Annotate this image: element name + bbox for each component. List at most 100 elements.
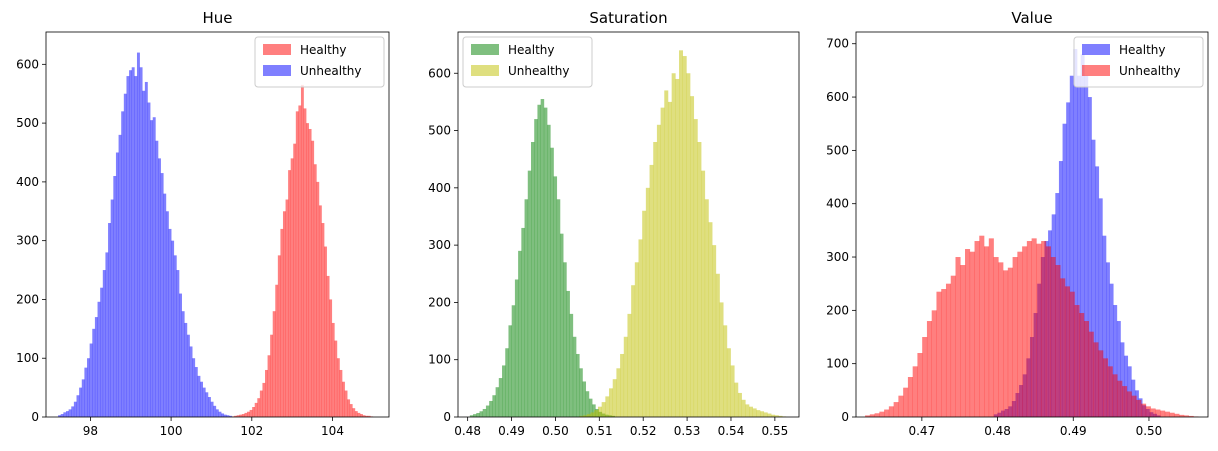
hue-unhealthy-bar	[100, 287, 104, 417]
value-unhealthy-bar	[1098, 350, 1104, 417]
saturation-healthy-bar	[592, 404, 596, 417]
value-y-tick-label: 700	[826, 37, 849, 51]
hue-unhealthy-bar	[147, 102, 151, 417]
hue-unhealthy-bar	[123, 93, 127, 417]
value-unhealthy-bar	[1007, 267, 1013, 417]
value-unhealthy-bar	[998, 262, 1004, 417]
saturation-y-tick-label: 200	[428, 295, 451, 309]
value-unhealthy-bar	[1031, 238, 1037, 417]
hue-y-tick-label: 100	[16, 351, 39, 365]
saturation-unhealthy-bar	[605, 396, 610, 418]
saturation-healthy-bar	[521, 227, 525, 417]
hue-unhealthy-bar	[118, 134, 122, 418]
hue-unhealthy-bar	[165, 211, 169, 417]
saturation-unhealthy-bar	[730, 365, 735, 417]
hue-healthy-bar	[347, 399, 351, 417]
saturation-healthy-bar	[585, 391, 590, 417]
saturation-legend: Healthy Unhealthy	[462, 36, 593, 88]
saturation-y-tick-label: 500	[428, 124, 451, 138]
value-unhealthy-bar	[950, 275, 956, 417]
hue-y-tick-label: 300	[16, 234, 39, 248]
hue-x-tick-label: 100	[160, 424, 183, 438]
hue-y-tick-label: 200	[16, 292, 39, 306]
hue-healthy-bar	[254, 402, 258, 417]
hue-healthy-bar	[288, 170, 291, 417]
hue-healthy-bar	[280, 228, 284, 417]
hue-unhealthy-bar	[205, 392, 209, 417]
value-unhealthy-bar	[1088, 331, 1094, 417]
hue-unhealthy-bar	[131, 67, 135, 418]
value-unhealthy-bar	[1055, 265, 1061, 417]
value-legend-swatch	[1082, 65, 1110, 76]
value-healthy-bar	[1116, 321, 1121, 417]
value-healthy-bar	[1120, 342, 1125, 417]
saturation-x-tick-label: 0.53	[674, 424, 701, 438]
hue-unhealthy-bar	[158, 158, 161, 417]
value-unhealthy-bar	[1102, 358, 1109, 417]
value-unhealthy-bar	[865, 415, 871, 417]
saturation-unhealthy-bar	[675, 78, 680, 417]
hue-unhealthy-bar	[65, 411, 69, 417]
hue-legend-label: Unhealthy	[300, 64, 361, 78]
value-healthy-bar	[1073, 49, 1078, 418]
hue-unhealthy-bar	[181, 311, 185, 417]
value-unhealthy-bar	[1141, 403, 1147, 417]
value-unhealthy-bar	[1036, 243, 1042, 417]
saturation-unhealthy-bar	[708, 222, 713, 417]
saturation-healthy-bar	[469, 415, 474, 417]
hue-unhealthy-bar	[81, 379, 85, 417]
hue-unhealthy-bar	[121, 111, 125, 417]
value-unhealthy-series	[865, 235, 1199, 417]
saturation-unhealthy-bar	[590, 412, 595, 417]
saturation-unhealthy-bar	[679, 50, 683, 417]
saturation-unhealthy-bar	[756, 410, 761, 418]
hue-healthy-bar	[272, 311, 276, 417]
value-unhealthy-bar	[903, 387, 909, 417]
hue-healthy-bar	[234, 415, 238, 417]
saturation-healthy-bar	[498, 378, 503, 417]
saturation-healthy-bar	[537, 104, 541, 417]
saturation-y-tick-label: 300	[428, 238, 451, 252]
value-unhealthy-bar	[884, 409, 890, 417]
hue-unhealthy-bar	[136, 52, 140, 417]
value-unhealthy-bar	[984, 246, 990, 417]
hue-unhealthy-bar	[186, 334, 190, 417]
saturation-legend-swatch	[471, 44, 499, 55]
saturation-unhealthy-bar	[620, 353, 625, 417]
hue-healthy-bar	[365, 415, 369, 417]
saturation-healthy-bar	[531, 142, 535, 417]
hue-healthy-bar	[236, 415, 240, 417]
hue-healthy-bar	[265, 369, 268, 417]
saturation-unhealthy-bar	[653, 142, 658, 417]
saturation-healthy-bar	[511, 305, 516, 417]
value-unhealthy-bar	[1136, 399, 1142, 417]
value-unhealthy-bar	[1003, 270, 1009, 417]
hue-unhealthy-bar	[171, 240, 175, 417]
saturation-unhealthy-bar	[763, 412, 768, 417]
hue-unhealthy-bar	[173, 255, 177, 417]
value-healthy-bar	[1113, 305, 1118, 417]
hue-unhealthy-bar	[84, 367, 88, 417]
hue-healthy-bar	[285, 199, 289, 417]
saturation-healthy-bar	[582, 381, 587, 417]
value-legend-label: Unhealthy	[1119, 64, 1180, 78]
saturation-unhealthy-bar	[693, 119, 698, 417]
saturation-y-tick-label: 0	[443, 410, 451, 424]
saturation-y-tick-label: 100	[428, 353, 451, 367]
value-unhealthy-bar	[1041, 241, 1047, 417]
value-healthy-bar	[1062, 123, 1067, 417]
saturation-healthy-bar	[524, 199, 529, 417]
value-unhealthy-bar	[960, 265, 966, 417]
saturation-healthy-bar	[518, 250, 522, 417]
saturation-x-tick-label: 0.52	[630, 424, 657, 438]
hue-unhealthy-bar	[144, 81, 148, 418]
hue-unhealthy-bar	[58, 415, 62, 417]
saturation-healthy-bar	[566, 290, 570, 417]
value-unhealthy-bar	[926, 321, 932, 417]
saturation-unhealthy-bar	[597, 406, 602, 417]
hue-x-tick-label: 98	[83, 424, 98, 438]
hue-healthy-bar	[357, 412, 361, 417]
value-unhealthy-bar	[1107, 366, 1113, 417]
value-unhealthy-bar	[969, 251, 975, 417]
saturation-healthy-bar	[579, 368, 583, 417]
